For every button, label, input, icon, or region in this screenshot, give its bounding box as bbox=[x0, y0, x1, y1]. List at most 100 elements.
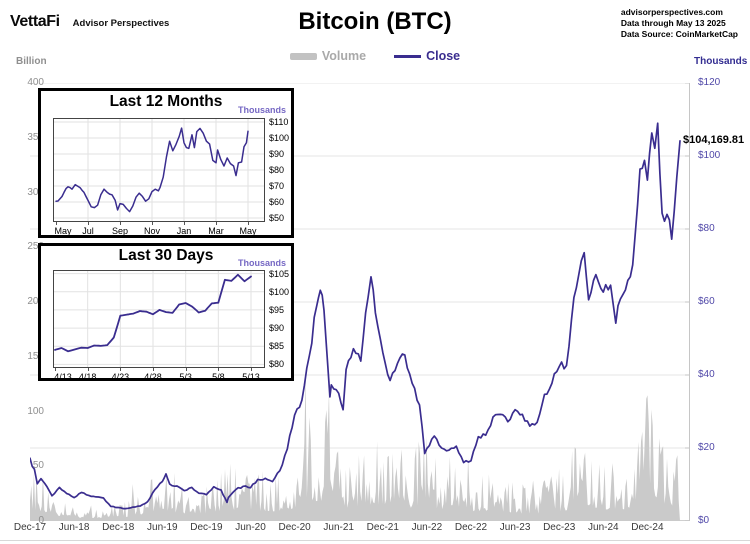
inset-y-tick-label: $90 bbox=[269, 149, 285, 159]
inset-axis-tick-mark bbox=[55, 368, 56, 371]
inset-y-tick-label: $80 bbox=[269, 165, 285, 175]
inset-axis-tick-mark bbox=[218, 368, 220, 371]
left-axis-tick-label: 200 bbox=[27, 296, 44, 307]
x-axis-tick-label: Dec-17 bbox=[13, 522, 47, 533]
inset-axis-tick-mark bbox=[120, 368, 122, 371]
inset-30d-svg bbox=[53, 270, 265, 368]
x-axis-tick-label: Jun-22 bbox=[411, 522, 443, 533]
inset-x-tick-label: May bbox=[54, 226, 72, 236]
inset-axis-tick-mark bbox=[56, 222, 57, 225]
legend-close-label: Close bbox=[426, 49, 461, 63]
inset-x-tick-label: Sep bbox=[111, 226, 129, 236]
vettafi-logo: VettaFi bbox=[10, 13, 60, 30]
x-axis-tick-label: Dec-21 bbox=[366, 522, 399, 533]
x-axis-tick-label: Dec-20 bbox=[278, 522, 311, 533]
legend-volume-label: Volume bbox=[321, 49, 367, 63]
info-data-source: Data Source: CoinMarketCap bbox=[620, 29, 738, 39]
right-axis-tick-label: $0 bbox=[698, 515, 710, 526]
advisor-perspectives-label: Advisor Perspectives bbox=[72, 18, 170, 29]
x-axis-tick-label: Dec-24 bbox=[631, 522, 664, 533]
left-axis-tick-label: 250 bbox=[27, 241, 44, 253]
inset-y-tick-label: $100 bbox=[269, 133, 290, 143]
inset-y-tick-label: $80 bbox=[269, 359, 285, 370]
inset-x-tick-label: 4/13 bbox=[54, 372, 72, 382]
inset-axis-tick-mark bbox=[153, 368, 154, 371]
right-axis-tick-label: $60 bbox=[698, 296, 715, 307]
inset-30-days: Last 30 Days Thousands $105 $100 $95 $90 $85… bbox=[38, 243, 294, 382]
x-axis-tick-label: Jun-18 bbox=[58, 522, 90, 533]
left-axis-tick-label: 150 bbox=[27, 350, 44, 362]
right-axis-tick-label: $40 bbox=[698, 369, 715, 380]
x-axis-tick-label: Dec-22 bbox=[454, 522, 488, 533]
inset-x-tick-label: Mar bbox=[208, 226, 224, 236]
page-title: Bitcoin (BTC) bbox=[298, 8, 452, 35]
x-axis-tick-label: Dec-19 bbox=[190, 522, 223, 533]
inset-y-tick-label: $105 bbox=[269, 268, 290, 279]
legend-item-volume: Volume bbox=[289, 49, 367, 63]
inset-30d-title: Last 30 Days bbox=[118, 247, 214, 264]
inset-30d-thousands-label: Thousands bbox=[237, 258, 286, 268]
price-annotation: $104,169.81 bbox=[683, 134, 745, 146]
inset-y-tick-label: $95 bbox=[269, 304, 285, 315]
x-axis-tick-label: Jun-23 bbox=[499, 522, 531, 533]
inset-axis-tick-mark bbox=[248, 222, 249, 225]
inset-12m-svg bbox=[53, 118, 265, 222]
inset-axis-tick-mark bbox=[216, 222, 217, 225]
info-data-through: Data through May 13 2025 bbox=[620, 18, 726, 28]
x-axis-tick-label: Jun-21 bbox=[323, 522, 354, 533]
inset-y-tick-label: $90 bbox=[269, 323, 285, 334]
inset-y-tick-label: $60 bbox=[269, 197, 285, 207]
inset-x-tick-label: 4/18 bbox=[78, 372, 97, 382]
left-axis-tick-label: 300 bbox=[27, 186, 44, 198]
footer-divider bbox=[0, 540, 750, 541]
inset-y-tick-label: $50 bbox=[269, 213, 285, 223]
inset-x-tick-label: 4/28 bbox=[144, 372, 162, 382]
inset-y-tick-label: $85 bbox=[269, 341, 285, 352]
inset-axis-tick-mark bbox=[87, 368, 89, 371]
right-axis-tick-label: $80 bbox=[698, 223, 715, 234]
volume-swatch-icon bbox=[289, 52, 317, 60]
inset-x-tick-label: 4/23 bbox=[111, 372, 130, 382]
right-axis-tick-label: $100 bbox=[698, 150, 721, 161]
left-axis-tick-label: 400 bbox=[27, 77, 44, 88]
left-axis-tick-label: 50 bbox=[32, 460, 44, 472]
x-axis-tick-label: Jun-24 bbox=[588, 522, 619, 533]
left-axis-tick-label: 350 bbox=[27, 131, 44, 143]
right-axis-tick-label: $120 bbox=[698, 77, 721, 88]
inset-x-tick-label: Jul bbox=[82, 226, 94, 236]
info-url: advisorperspectives.com bbox=[620, 7, 723, 17]
header-logo-row: VettaFi Advisor Perspectives bbox=[10, 13, 169, 31]
right-axis-unit-label: Thousands bbox=[694, 56, 748, 67]
inset-y-tick-label: $110 bbox=[269, 117, 289, 127]
legend-item-close: Close bbox=[394, 49, 460, 63]
inset-12m-title: Last 12 Months bbox=[109, 93, 223, 110]
inset-axis-tick-mark bbox=[88, 222, 89, 225]
inset-x-tick-label: 5/3 bbox=[179, 372, 192, 382]
inset-axis-tick-mark bbox=[185, 368, 187, 371]
close-swatch-icon bbox=[394, 54, 422, 58]
inset-x-tick-label: May bbox=[239, 226, 257, 236]
inset-x-tick-label: 5/8 bbox=[212, 372, 225, 382]
left-axis-tick-label: 100 bbox=[27, 405, 44, 417]
right-axis-tick-label: $20 bbox=[698, 442, 715, 453]
inset-x-tick-label: Nov bbox=[143, 226, 161, 236]
inset-x-tick-label: 5/13 bbox=[242, 372, 260, 382]
inset-axis-tick-mark bbox=[120, 222, 121, 225]
inset-axis-tick-mark bbox=[152, 222, 153, 225]
x-axis-tick-label: Jun-19 bbox=[147, 522, 178, 533]
inset-axis-tick-mark bbox=[251, 368, 252, 371]
inset-12-months: Last 12 Months Thousands $110 $100 $90 $80 $… bbox=[38, 88, 294, 238]
inset-axis-tick-mark bbox=[184, 222, 185, 225]
inset-y-tick-label: $70 bbox=[269, 181, 285, 191]
x-axis-tick-label: Dec-18 bbox=[102, 522, 135, 533]
legend: Volume Close bbox=[0, 49, 750, 63]
inset-x-tick-label: Jan bbox=[176, 226, 192, 236]
header-info-block: advisorperspectives.com Data through May… bbox=[621, 7, 738, 40]
inset-y-tick-label: $100 bbox=[269, 286, 290, 297]
left-axis-tick-label: 0 bbox=[38, 515, 44, 526]
x-axis-tick-label: Dec-23 bbox=[543, 522, 576, 533]
left-axis-unit-label: Billion bbox=[16, 56, 47, 67]
inset-12m-thousands-label: Thousands bbox=[237, 105, 286, 115]
x-axis-tick-label: Jun-20 bbox=[235, 522, 266, 533]
